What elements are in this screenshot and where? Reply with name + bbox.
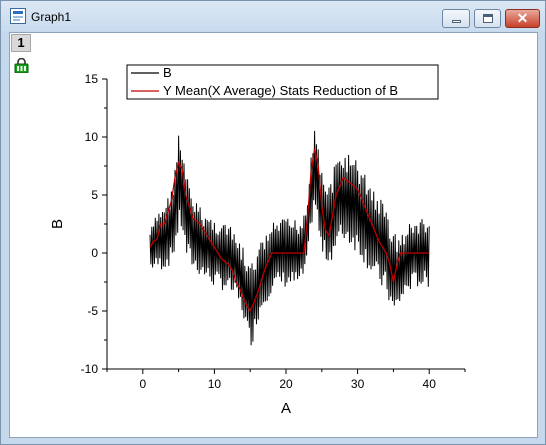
x-tick-label: 0 (139, 377, 146, 391)
y-tick-label: -10 (81, 362, 99, 376)
x-axis-title: A (281, 400, 291, 417)
window-title: Graph1 (31, 10, 72, 24)
x-tick-label: 30 (351, 377, 365, 391)
legend-box (126, 64, 439, 100)
graph-page[interactable]: 1 0 10 20 30 40 -10 -5 0 5 10 15 A B B Y Mean(X Aver… (9, 32, 538, 438)
legend-label-b: B (163, 65, 172, 80)
series-b-line (149, 130, 430, 346)
y-tick-label: 10 (85, 130, 99, 144)
series-b-path (149, 130, 430, 346)
y-tick-label: 0 (91, 246, 98, 260)
x-tick-label: 20 (279, 377, 293, 391)
lock-icon[interactable] (14, 58, 29, 73)
legend-label-mean: Y Mean(X Average) Stats Reduction of B (163, 83, 398, 98)
x-tick-label: 40 (423, 377, 437, 391)
close-icon: ✕ (516, 10, 529, 26)
layer-tab[interactable]: 1 (11, 34, 31, 52)
close-button[interactable]: ✕ (505, 9, 540, 28)
series-mean-line (149, 148, 430, 313)
minimize-button[interactable] (442, 9, 470, 28)
maximize-button[interactable] (474, 9, 501, 28)
x-tick-label: 10 (208, 377, 222, 391)
y-tick-label: 5 (91, 188, 98, 202)
graph-app-icon[interactable] (10, 8, 26, 24)
y-axis-title: B (49, 219, 66, 229)
chart[interactable]: 0 10 20 30 40 -10 -5 0 5 10 15 A B B Y Mean(X Averag… (10, 33, 537, 437)
maximize-icon (483, 14, 493, 23)
y-tick-label: 15 (85, 72, 99, 86)
legend: B Y Mean(X Average) Stats Reduction of B (126, 64, 439, 100)
title-bar[interactable]: Graph1 ✕ (1, 1, 545, 31)
y-tick-label: -5 (87, 304, 98, 318)
minimize-icon (452, 20, 461, 23)
